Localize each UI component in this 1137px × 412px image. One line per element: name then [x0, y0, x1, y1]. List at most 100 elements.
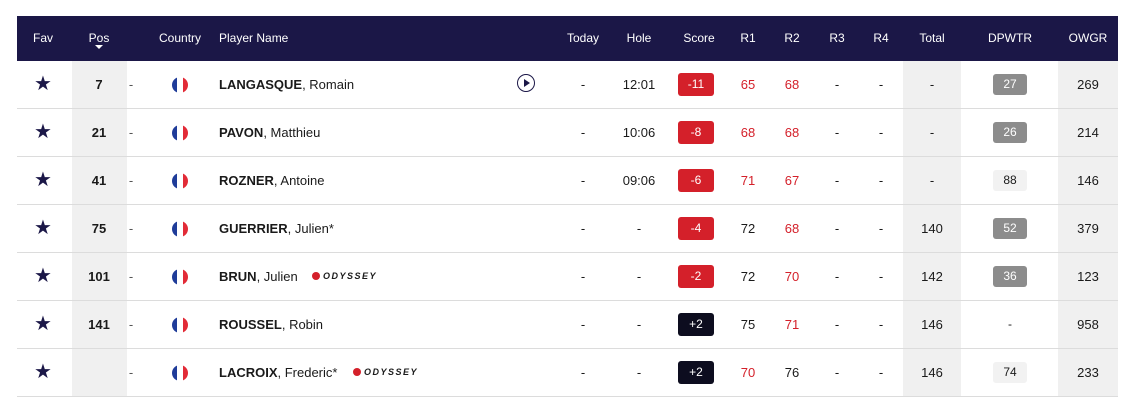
- sponsor-text: ODYSSEY: [323, 271, 378, 281]
- header-country: Country: [159, 31, 202, 45]
- player-name[interactable]: GUERRIER, Julien*: [219, 205, 334, 252]
- today-score: -: [580, 221, 586, 236]
- round-2-score: 67: [784, 173, 800, 188]
- france-flag-icon: [172, 269, 188, 285]
- position-movement: -: [128, 221, 134, 236]
- leaderboard: Fav Pos Country Player Name Today Hole S…: [17, 16, 1118, 397]
- player-name[interactable]: BRUN, Julien: [219, 253, 298, 300]
- owgr-rank: 379: [1077, 221, 1099, 236]
- round-4-score: -: [878, 173, 884, 188]
- odyssey-logo: ODYSSEY: [312, 271, 377, 281]
- total-strokes: 146: [921, 365, 943, 380]
- star-icon[interactable]: ★: [34, 313, 52, 335]
- position-movement: -: [128, 269, 134, 284]
- round-1-score: 72: [740, 269, 756, 284]
- header-fav: Fav: [32, 31, 53, 45]
- header-pos-label: Pos: [88, 31, 110, 45]
- player-last-name: LACROIX: [219, 365, 278, 380]
- round-1-score: 65: [740, 77, 756, 92]
- france-flag-icon: [172, 317, 188, 333]
- star-icon[interactable]: ★: [34, 265, 52, 287]
- header-pos[interactable]: Pos: [79, 16, 119, 61]
- round-4-score: -: [878, 317, 884, 332]
- header-player-name: Player Name: [219, 31, 289, 45]
- player-name[interactable]: LACROIX, Frederic*: [219, 349, 337, 396]
- total-column-bg: [903, 61, 961, 397]
- player-row[interactable]: ★ 101 - BRUN, Julien - - -2 72 70 - - 14…: [17, 253, 1118, 301]
- player-name[interactable]: PAVON, Matthieu: [219, 109, 320, 156]
- hole-or-tee-time: -: [636, 269, 642, 284]
- round-1-score: 75: [740, 317, 756, 332]
- hole-or-tee-time: -: [636, 365, 642, 380]
- header-dpwtr: DPWTR: [988, 31, 1032, 45]
- player-name[interactable]: LANGASQUE, Romain: [219, 61, 354, 108]
- position-movement: -: [128, 365, 134, 380]
- hole-or-tee-time: 10:06: [622, 125, 656, 140]
- player-last-name: ROZNER: [219, 173, 274, 188]
- odyssey-logo-mark: [353, 368, 361, 376]
- header-r4: R4: [873, 31, 889, 45]
- header-score: Score: [683, 31, 715, 45]
- round-2-score: 68: [784, 125, 800, 140]
- player-row[interactable]: ★ 21 - PAVON, Matthieu - 10:06 -8 68 68 …: [17, 109, 1118, 157]
- player-row[interactable]: ★ 41 - ROZNER, Antoine - 09:06 -6 71 67 …: [17, 157, 1118, 205]
- header-r1: R1: [740, 31, 756, 45]
- player-position: 101: [88, 269, 110, 284]
- header-hole: Hole: [626, 31, 652, 45]
- position-movement: -: [128, 317, 134, 332]
- player-row[interactable]: ★ - LACROIX, Frederic* - - +2 70 76 - - …: [17, 349, 1118, 397]
- player-last-name: BRUN: [219, 269, 257, 284]
- player-position: 141: [88, 317, 110, 332]
- round-1-score: 70: [740, 365, 756, 380]
- player-first-name: , Robin: [281, 317, 324, 332]
- player-row[interactable]: ★ 141 - ROUSSEL, Robin - - +2 75 71 - - …: [17, 301, 1118, 349]
- round-3-score: -: [834, 173, 840, 188]
- play-circle-icon[interactable]: [517, 74, 535, 92]
- dpwtr-badge: 36: [993, 266, 1027, 287]
- player-first-name: , Frederic*: [277, 365, 338, 380]
- player-last-name: PAVON: [219, 125, 264, 140]
- total-strokes: 146: [921, 317, 943, 332]
- star-icon[interactable]: ★: [34, 361, 52, 383]
- round-4-score: -: [878, 221, 884, 236]
- odyssey-logo: ODYSSEY: [353, 367, 418, 377]
- today-score: -: [580, 317, 586, 332]
- france-flag-icon: [172, 77, 188, 93]
- total-score-badge: -6: [678, 169, 714, 192]
- player-row[interactable]: ★ 7 - LANGASQUE, Romain - 12:01 -11 65 6…: [17, 61, 1118, 109]
- position-movement: -: [128, 173, 134, 188]
- france-flag-icon: [172, 125, 188, 141]
- round-1-score: 71: [740, 173, 756, 188]
- round-2-score: 68: [784, 221, 800, 236]
- player-name[interactable]: ROUSSEL, Robin: [219, 301, 323, 348]
- total-score-badge: +2: [678, 361, 714, 384]
- position-movement: -: [128, 125, 134, 140]
- star-icon[interactable]: ★: [34, 217, 52, 239]
- player-row[interactable]: ★ 75 - GUERRIER, Julien* - - -4 72 68 - …: [17, 205, 1118, 253]
- player-position: [79, 349, 119, 396]
- today-score: -: [580, 269, 586, 284]
- header-today: Today: [566, 31, 600, 45]
- owgr-rank: 146: [1077, 173, 1099, 188]
- player-position: 21: [91, 125, 107, 140]
- owgr-rank: 123: [1077, 269, 1099, 284]
- player-position: 75: [91, 221, 107, 236]
- star-icon[interactable]: ★: [34, 169, 52, 191]
- header-owgr: OWGR: [1068, 31, 1108, 45]
- total-strokes: -: [929, 77, 935, 92]
- player-rows: ★ 7 - LANGASQUE, Romain - 12:01 -11 65 6…: [17, 61, 1118, 397]
- star-icon[interactable]: ★: [34, 121, 52, 143]
- hole-or-tee-time: 09:06: [622, 173, 656, 188]
- player-first-name: , Julien*: [287, 221, 334, 236]
- round-2-score: 68: [784, 77, 800, 92]
- total-strokes: 140: [921, 221, 943, 236]
- round-3-score: -: [834, 77, 840, 92]
- player-name[interactable]: ROZNER, Antoine: [219, 157, 325, 204]
- total-score-badge: -11: [678, 73, 714, 96]
- player-position: 7: [95, 77, 103, 92]
- total-strokes: -: [929, 173, 935, 188]
- header-r2: R2: [784, 31, 800, 45]
- round-2-score: 76: [784, 365, 800, 380]
- star-icon[interactable]: ★: [34, 73, 52, 95]
- today-score: -: [580, 173, 586, 188]
